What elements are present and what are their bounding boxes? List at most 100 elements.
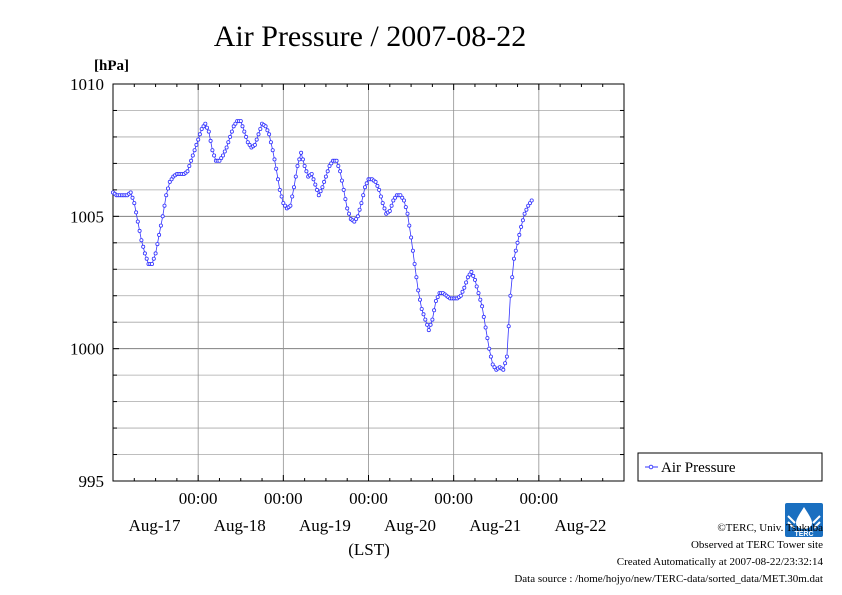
data-point xyxy=(302,163,307,168)
data-point xyxy=(478,297,483,302)
data-point xyxy=(130,195,135,200)
data-point xyxy=(304,169,309,174)
data-point xyxy=(417,297,422,302)
data-point xyxy=(197,132,202,137)
data-point xyxy=(464,280,469,285)
data-point xyxy=(212,153,217,158)
data-point xyxy=(256,132,261,137)
data-point xyxy=(526,203,531,208)
data-point xyxy=(142,251,147,256)
x-day-label: Aug-20 xyxy=(384,516,436,535)
data-point xyxy=(196,137,201,142)
data-point xyxy=(226,140,231,145)
data-point xyxy=(277,187,282,192)
data-point xyxy=(346,211,351,216)
data-point xyxy=(515,240,520,245)
data-point xyxy=(238,119,243,124)
data-point xyxy=(503,361,508,366)
x-tick-labels: 00:00 00:00 00:00 00:00 00:00 Aug-17 Aug-18 Aug… xyxy=(129,489,607,535)
chart-title: Air Pressure / 2007-08-22 xyxy=(214,20,526,53)
data-point xyxy=(201,124,206,129)
data-point xyxy=(400,195,405,200)
x-time-label: 00:00 xyxy=(434,489,473,508)
data-point xyxy=(164,193,169,198)
data-point xyxy=(320,185,325,190)
water-drop-icon xyxy=(796,507,812,529)
data-point xyxy=(270,148,275,153)
data-point xyxy=(217,158,222,163)
data-point xyxy=(139,238,144,243)
data-point xyxy=(409,235,414,240)
data-point xyxy=(520,218,525,223)
data-point xyxy=(288,203,293,208)
data-point xyxy=(501,367,506,372)
data-point xyxy=(274,166,279,171)
data-point xyxy=(391,198,396,203)
data-point xyxy=(281,201,286,206)
data-point xyxy=(157,232,162,237)
data-point xyxy=(345,206,350,211)
data-point xyxy=(471,273,476,278)
data-point xyxy=(222,149,227,154)
y-tick-label: 1010 xyxy=(70,75,104,94)
data-point xyxy=(419,306,424,311)
data-point xyxy=(165,186,170,191)
data-point xyxy=(134,210,139,215)
data-point xyxy=(428,322,433,327)
data-point xyxy=(343,197,348,202)
data-point xyxy=(242,129,247,134)
data-point xyxy=(275,177,280,182)
data-point xyxy=(504,354,509,359)
data-point xyxy=(426,328,431,333)
data-point xyxy=(513,248,518,253)
data-point xyxy=(258,127,263,132)
y-tick-label: 1005 xyxy=(70,207,104,226)
legend-marker xyxy=(648,464,654,470)
data-point xyxy=(474,284,479,289)
data-point xyxy=(412,261,417,266)
source-text: Data source : /home/hojyo/new/TERC-data/… xyxy=(514,573,823,585)
data-point xyxy=(410,248,415,253)
data-point xyxy=(480,304,485,309)
data-point xyxy=(481,314,486,319)
data-point xyxy=(352,219,357,224)
data-point xyxy=(529,198,534,203)
data-point xyxy=(185,169,190,174)
created-text: Created Automatically at 2007-08-22/23:3… xyxy=(617,556,824,568)
data-point xyxy=(190,153,195,158)
data-point xyxy=(252,142,257,147)
data-point xyxy=(135,219,140,224)
data-point xyxy=(268,140,273,145)
data-point xyxy=(435,295,440,300)
data-point xyxy=(510,275,515,280)
data-point xyxy=(354,216,359,221)
x-time-label: 00:00 xyxy=(264,489,303,508)
data-point xyxy=(508,293,513,298)
data-point xyxy=(323,174,328,179)
data-point xyxy=(490,362,495,367)
data-point xyxy=(382,206,387,211)
data-point xyxy=(297,157,302,162)
data-point xyxy=(483,325,488,330)
data-point xyxy=(160,214,165,219)
data-point xyxy=(329,161,334,166)
data-point xyxy=(293,174,298,179)
data-point xyxy=(316,193,321,198)
data-point xyxy=(364,181,369,186)
data-point xyxy=(393,195,398,200)
data-point xyxy=(472,277,477,282)
data-point xyxy=(476,291,481,296)
data-point xyxy=(149,261,154,266)
data-point xyxy=(240,124,245,129)
data-point xyxy=(199,127,204,132)
data-point xyxy=(423,317,428,322)
data-point xyxy=(336,163,341,168)
legend-box xyxy=(637,452,823,482)
data-point xyxy=(283,203,288,208)
data-point xyxy=(279,194,284,199)
data-point xyxy=(325,169,330,174)
logo-wave-marks xyxy=(787,515,821,529)
data-point xyxy=(407,223,412,228)
data-point xyxy=(460,289,465,294)
